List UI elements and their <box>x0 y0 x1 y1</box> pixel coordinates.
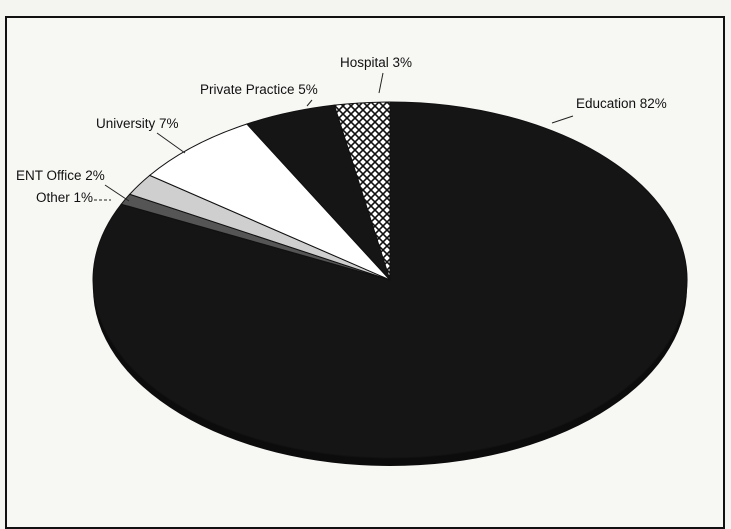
leader-line-ent-office <box>104 184 130 202</box>
slice-label-private-practice: Private Practice 5% <box>200 82 318 97</box>
pie-slice-education <box>92 101 688 459</box>
slice-label-ent-office: ENT Office 2% <box>16 168 105 183</box>
slice-label-hospital: Hospital 3% <box>340 55 412 70</box>
leader-line-private-practice <box>306 99 313 107</box>
pie-chart: Education 82% Other 1% ENT Office 2% Univer… <box>16 55 688 466</box>
pie-slice-university <box>148 123 391 281</box>
slice-label-university: University 7% <box>96 116 179 131</box>
leader-line-hospital <box>378 72 384 94</box>
pie-slice-hospital <box>333 101 391 281</box>
slice-label-education: Education 82% <box>576 96 667 111</box>
cropped-header-strip <box>0 0 731 16</box>
chart-frame: Education 82% Other 1% ENT Office 2% Univer… <box>5 16 725 529</box>
slice-label-other: Other 1% <box>36 190 93 205</box>
leader-line-university <box>156 132 186 154</box>
leader-line-education <box>551 115 574 124</box>
